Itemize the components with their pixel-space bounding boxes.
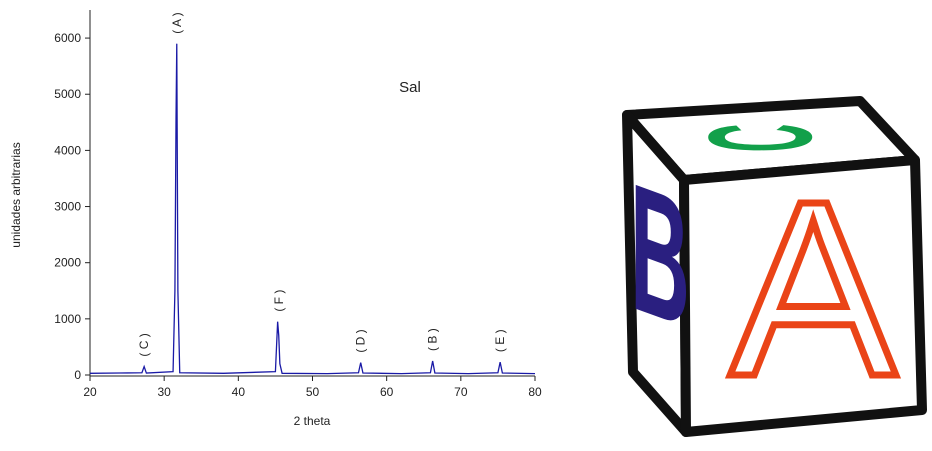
peak-label: ( F ) (272, 290, 286, 312)
x-tick-label: 80 (528, 385, 542, 399)
cube-letter: A (730, 149, 897, 428)
y-tick-label: 6000 (54, 31, 81, 45)
peak-label: ( C ) (137, 333, 151, 356)
cube: C B A (622, 96, 927, 437)
y-tick-label: 5000 (54, 87, 81, 101)
y-axis-label: unidades arbitrarias (9, 142, 23, 247)
y-tick-label: 0 (74, 368, 81, 382)
y-tick-label: 3000 (54, 200, 81, 214)
x-tick-label: 20 (83, 385, 97, 399)
x-axis-label: 2 theta (294, 414, 331, 428)
peak-label: ( E ) (493, 329, 507, 352)
x-tick-label: 30 (157, 385, 171, 399)
x-tick-label: 50 (306, 385, 320, 399)
x-tick-label: 60 (380, 385, 394, 399)
peak-label: ( A ) (170, 12, 184, 33)
annotation: Sal (399, 79, 421, 96)
y-tick-label: 2000 (54, 256, 81, 270)
peak-label: ( B ) (426, 328, 440, 351)
x-tick-label: 70 (454, 385, 468, 399)
y-tick-label: 4000 (54, 143, 81, 157)
y-tick-label: 1000 (54, 312, 81, 326)
cube-front (679, 155, 927, 437)
x-tick-label: 40 (232, 385, 246, 399)
cube-letter: B (630, 145, 690, 368)
peak-label: ( D ) (354, 329, 368, 352)
cube-letter: C (678, 124, 842, 152)
spectrum-line (89, 43, 536, 375)
